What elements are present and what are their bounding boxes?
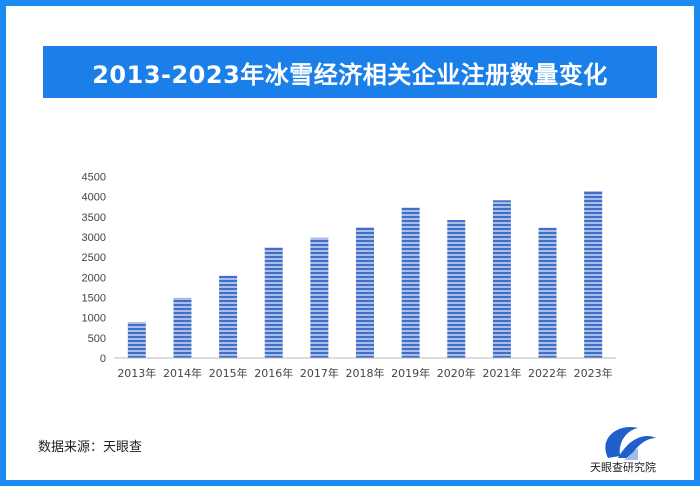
y-tick-label: 2500 bbox=[82, 252, 106, 264]
x-tick-label: 2022年 bbox=[528, 366, 567, 380]
y-tick-label: 4500 bbox=[82, 172, 106, 184]
bar-2016年 bbox=[264, 247, 283, 358]
y-tick-label: 4000 bbox=[82, 192, 106, 204]
bar-2022年 bbox=[538, 227, 557, 358]
y-tick-label: 1000 bbox=[82, 313, 106, 325]
tianyancha-logo-icon bbox=[605, 427, 656, 460]
bar-2020年 bbox=[447, 220, 466, 358]
x-tick-label: 2023年 bbox=[574, 366, 613, 380]
y-tick-label: 3500 bbox=[82, 212, 106, 224]
bar-2017年 bbox=[310, 237, 329, 358]
y-tick-label: 500 bbox=[88, 333, 106, 345]
bar-2018年 bbox=[356, 227, 374, 358]
x-tick-label: 2021年 bbox=[482, 366, 521, 380]
data-source: 数据来源：天眼查 bbox=[38, 440, 143, 455]
x-tick-label: 2018年 bbox=[346, 366, 385, 380]
bar-2014年 bbox=[173, 297, 192, 358]
x-tick-label: 2014年 bbox=[163, 366, 202, 380]
bar-2023年 bbox=[584, 191, 603, 358]
bar-2013年 bbox=[127, 322, 146, 358]
y-tick-label: 1500 bbox=[82, 293, 106, 305]
bar-2021年 bbox=[492, 200, 511, 358]
x-tick-label: 2015年 bbox=[209, 366, 248, 380]
logo-text: 天眼查研究院 bbox=[590, 461, 656, 474]
y-tick-label: 0 bbox=[100, 353, 106, 365]
y-tick-label: 3000 bbox=[82, 232, 106, 244]
bar-2019年 bbox=[401, 207, 420, 358]
x-tick-label: 2020年 bbox=[437, 366, 476, 380]
x-tick-label: 2019年 bbox=[391, 366, 430, 380]
x-tick-label: 2016年 bbox=[254, 366, 293, 380]
x-tick-label: 2017年 bbox=[300, 366, 339, 380]
y-tick-label: 2000 bbox=[82, 272, 106, 284]
x-tick-label: 2013年 bbox=[117, 366, 156, 380]
bar-2015年 bbox=[219, 275, 238, 358]
chart-title: 2013-2023年冰雪经济相关企业注册数量变化 bbox=[43, 46, 657, 98]
